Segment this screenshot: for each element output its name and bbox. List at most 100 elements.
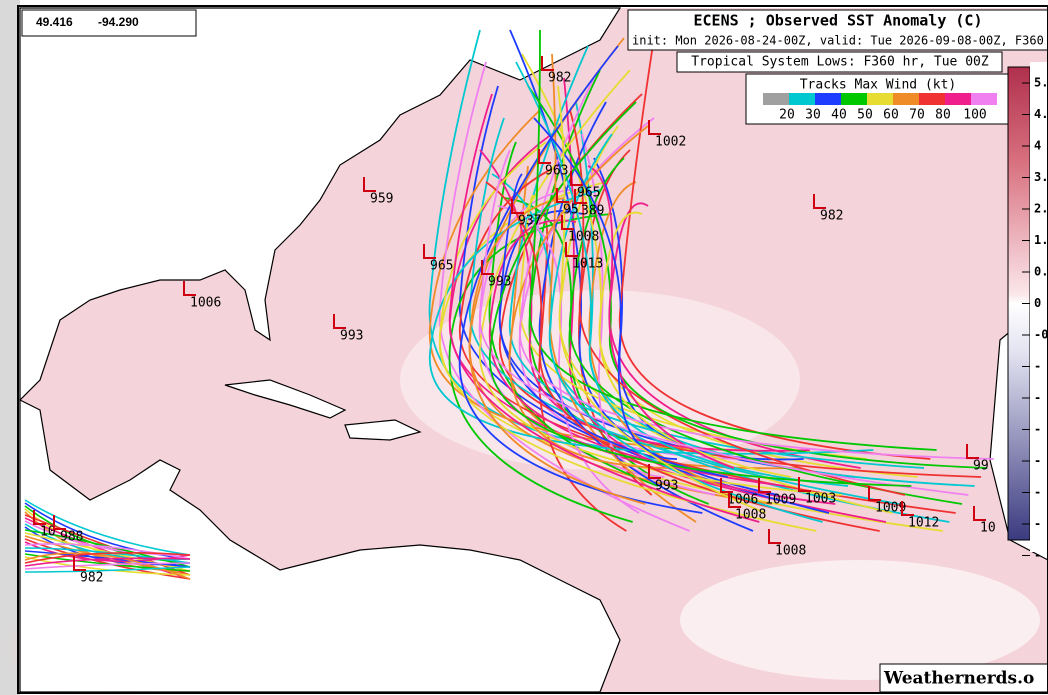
low-marker: [565, 242, 578, 257]
legend-swatch: [815, 93, 841, 105]
sst-anomaly: [680, 560, 1040, 680]
low-pressure: 982: [80, 571, 103, 586]
storm-track: [598, 211, 792, 478]
colorbar-label: -: [1034, 359, 1041, 373]
low-pressure: 1008: [735, 508, 766, 523]
low-pressure: 982: [820, 209, 843, 224]
legend-swatches: 20 30 40 50 60 70 80 100: [763, 93, 997, 123]
low-marker: [813, 194, 826, 209]
low-pressure: 965: [430, 259, 453, 274]
low-marker: [33, 510, 46, 525]
low-pressure: 993: [655, 479, 678, 494]
low-pressure: 1009: [765, 493, 796, 508]
colorbar-label: 4.: [1034, 107, 1048, 121]
storm-track: [24, 547, 191, 564]
low-marker: [728, 493, 741, 508]
colorbar-label: -: [1034, 422, 1041, 436]
storm-track: [24, 551, 191, 564]
low-marker: [53, 515, 66, 530]
low-marker: [570, 171, 583, 186]
storm-track: [587, 165, 735, 469]
low-marker: [768, 529, 781, 544]
low-marker: [511, 199, 524, 214]
legend-label: 20: [779, 108, 795, 123]
colorbar-label: -: [1034, 548, 1041, 562]
storm-track: [24, 543, 191, 560]
lows-caption: Tropical System Lows: F360 hr, Tue 00Z: [691, 55, 989, 70]
storm-track: [24, 562, 191, 570]
low-pressure: 1002: [655, 135, 686, 150]
credit: Weathernerds.o: [883, 669, 1034, 689]
low-pressure: 1013: [572, 257, 603, 272]
colorbar-label: 3.: [1034, 170, 1048, 184]
low-marker: [556, 188, 569, 203]
colorbar-label: 5.: [1034, 76, 1048, 90]
legend-swatch: [893, 93, 919, 105]
caption-box: [676, 51, 1003, 73]
sidebar: [0, 0, 20, 695]
low-marker: [758, 478, 771, 493]
low-pressure: 937: [518, 214, 541, 229]
low-marker: [868, 486, 881, 501]
legend-label: 70: [909, 108, 925, 123]
low-pressure: 1008: [568, 230, 599, 245]
low-pressure: 982: [548, 71, 571, 86]
low-pressure: 988: [60, 530, 83, 545]
storm-track: [24, 499, 191, 556]
low-pressure: 10: [40, 525, 56, 540]
storm-track: [24, 550, 191, 568]
colorbar-label: 1.: [1034, 233, 1048, 247]
low-marker: [648, 464, 661, 479]
low-pressure: 1012: [908, 516, 939, 531]
legend-swatch: [763, 93, 789, 105]
low-pressure: 10: [980, 521, 996, 536]
storm-track: [515, 61, 849, 487]
storm-track: [508, 125, 671, 469]
low-marker: [541, 56, 554, 71]
storm-track: [438, 61, 691, 532]
coords-box: [21, 9, 197, 37]
title: ECENS ; Observed SST Anomaly (C): [694, 12, 983, 30]
low-marker: [966, 444, 979, 459]
storm-track: [438, 141, 817, 532]
legend-swatch: [789, 93, 815, 105]
legend-label: 60: [883, 108, 899, 123]
low-marker: [183, 281, 196, 296]
storm-track: [538, 101, 754, 532]
storm-track: [24, 557, 191, 567]
storm-track: [24, 566, 191, 573]
storm-track: [24, 552, 191, 580]
low-marker: [333, 314, 346, 329]
colorbar-label: 4: [1034, 139, 1041, 153]
legend-swatch: [841, 93, 867, 105]
colorbar-label: -0: [1034, 328, 1048, 342]
low-pressure: 1009: [875, 501, 906, 516]
low-pressure: 963: [545, 164, 568, 179]
storm-track: [24, 532, 191, 572]
low-marker: [574, 189, 587, 204]
longitude: -94.290: [98, 15, 139, 29]
map-frame: [17, 5, 1048, 694]
colorbar-labels: 5. 4. 4 3. 2. 1. 0. 0 -0 - - - - - - -: [1022, 76, 1048, 562]
low-pressure: 1003: [805, 492, 836, 507]
legend-swatch: [945, 93, 971, 105]
low-marker: [720, 478, 733, 493]
low-pressure: 993: [488, 275, 511, 290]
storm-track: [24, 517, 191, 580]
header-box: [627, 9, 1048, 51]
colorbar-label: 0.: [1034, 265, 1048, 279]
storm-track: [448, 93, 760, 523]
legend-label: 100: [963, 108, 986, 123]
storm-track: [469, 117, 899, 505]
storm-track: [479, 149, 811, 452]
legend-title: Tracks Max Wind (kt): [800, 78, 957, 93]
storm-track: [618, 37, 931, 460]
storm-track: [429, 189, 874, 455]
colorbar-label: 2.: [1034, 202, 1048, 216]
credit-box: [879, 663, 1048, 693]
low-marker: [423, 244, 436, 259]
low-marker: [73, 556, 86, 571]
system-lows: 982 1002 963 965 959 982 937 95 389 1008 965 1013 99…: [33, 56, 996, 586]
